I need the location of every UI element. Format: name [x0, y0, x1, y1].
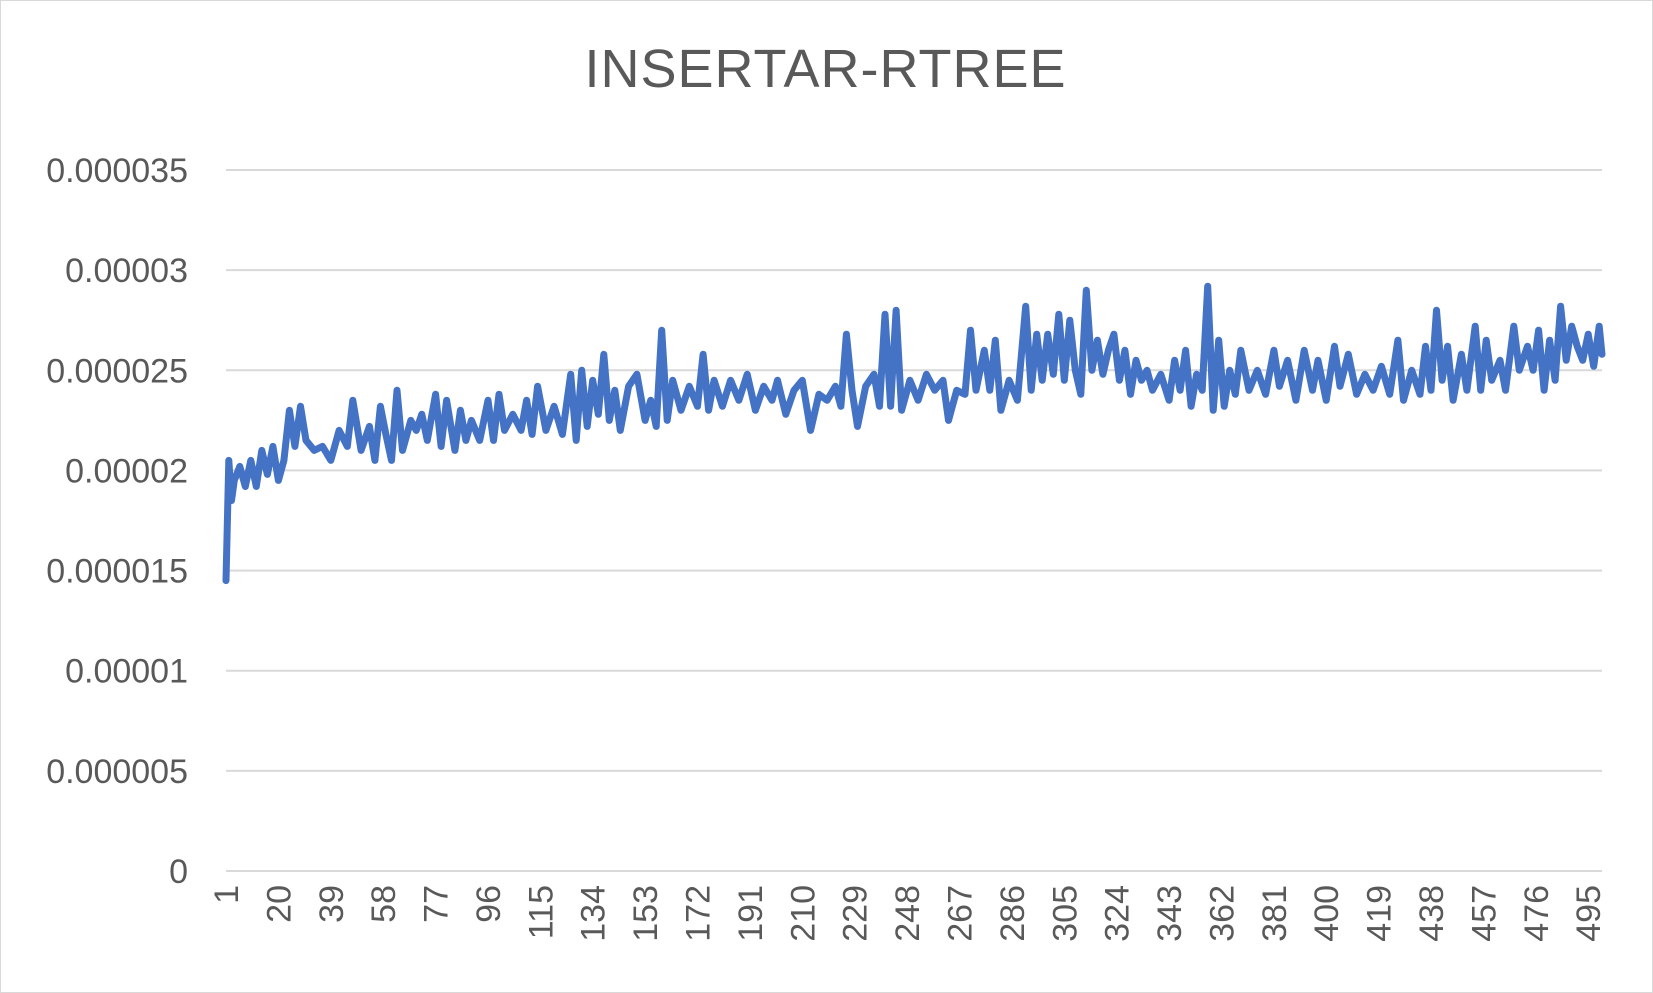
y-tick-label: 0.000015	[46, 553, 188, 591]
y-tick-label: 0	[169, 853, 188, 891]
x-tick-label: 305	[1046, 885, 1084, 942]
x-tick-label: 153	[627, 885, 665, 942]
x-tick-label: 58	[365, 885, 403, 923]
x-tick-label: 20	[260, 885, 298, 923]
x-tick-label: 96	[470, 885, 508, 923]
y-tick-label: 0.00001	[65, 653, 188, 691]
x-tick-label: 476	[1518, 885, 1556, 942]
series-layer	[222, 282, 1606, 585]
x-tick-label: 39	[313, 885, 351, 923]
x-tick-label: 381	[1256, 885, 1294, 942]
x-tick-label: 324	[1099, 885, 1137, 942]
x-tick-label: 495	[1570, 885, 1608, 942]
chart-title: INSERTAR-RTREE	[584, 39, 1067, 99]
x-tick-label: 419	[1361, 885, 1399, 942]
y-tick-label: 0.00002	[65, 452, 188, 490]
y-axis-ticks: 0 0.000005 0.00001 0.000015 0.00002 0.000025 0…	[46, 152, 188, 891]
y-tick-label: 0.000035	[46, 152, 188, 190]
y-tick-label: 0.000025	[46, 352, 188, 390]
y-tick-label: 0.00003	[65, 252, 188, 290]
x-tick-label: 134	[575, 885, 613, 942]
x-tick-label: 1	[208, 885, 246, 904]
x-tick-label: 267	[941, 885, 979, 942]
x-tick-label: 191	[732, 885, 770, 942]
x-tick-label: 400	[1308, 885, 1346, 942]
x-axis-ticks: 1 20 39 58 77 96 115 134 153 172 191 210 229 248 267 28…	[208, 885, 1608, 942]
series-line	[222, 282, 1606, 585]
x-tick-label: 362	[1203, 885, 1241, 942]
x-tick-label: 115	[522, 885, 560, 939]
x-tick-label: 77	[418, 885, 456, 923]
x-tick-label: 438	[1413, 885, 1451, 942]
x-tick-label: 248	[889, 885, 927, 942]
x-tick-label: 172	[680, 885, 718, 942]
x-tick-label: 457	[1465, 885, 1503, 942]
gridlines	[226, 169, 1602, 872]
x-tick-label: 229	[837, 885, 875, 942]
x-tick-label: 343	[1151, 885, 1189, 942]
x-tick-label: 286	[994, 885, 1032, 942]
y-tick-label: 0.000005	[46, 753, 188, 791]
x-tick-label: 210	[784, 885, 822, 942]
